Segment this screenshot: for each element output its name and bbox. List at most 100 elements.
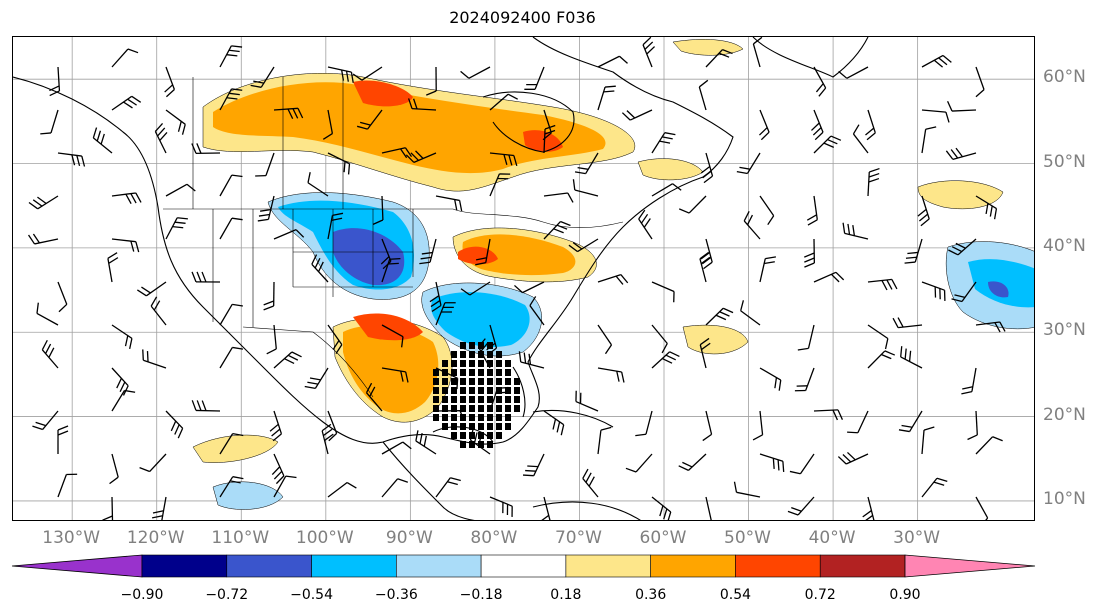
wind-barbs <box>27 37 1006 520</box>
wind-barb <box>165 217 188 240</box>
tropical-barb-mark <box>505 378 511 385</box>
wind-barb <box>867 350 896 369</box>
tropical-barb-mark <box>469 351 475 358</box>
wind-barb <box>219 45 243 68</box>
wind-barb <box>273 229 305 240</box>
wind-barb <box>678 453 707 471</box>
wind-barb <box>865 109 876 141</box>
wind-barb <box>921 281 946 301</box>
tropical-barb-mark <box>496 369 502 376</box>
wind-barb <box>327 212 344 240</box>
wind-barb <box>852 124 869 154</box>
longitude-label: 120°W <box>126 528 185 548</box>
wind-barb <box>415 430 437 455</box>
colorbar-segment <box>396 554 482 578</box>
tropical-barb-mark <box>469 414 475 421</box>
wind-barb <box>111 367 129 396</box>
wind-barb <box>327 152 351 175</box>
wind-barb <box>572 179 599 197</box>
wind-barb <box>111 192 142 204</box>
wind-barb <box>136 281 167 297</box>
wind-barb <box>867 278 898 291</box>
longitude-label: 40°W <box>808 528 856 548</box>
wind-barb <box>57 152 86 167</box>
wind-barb <box>269 410 283 442</box>
wind-barb <box>419 238 437 265</box>
wind-barb <box>111 238 140 253</box>
wind-barb <box>921 126 937 154</box>
tropical-barb-mark <box>442 387 448 394</box>
shade-pacific-yellow <box>192 434 279 463</box>
colorbar-segment <box>650 554 736 578</box>
wind-barb <box>219 303 243 326</box>
wind-barb <box>165 109 186 135</box>
wind-barb <box>967 410 978 441</box>
border-provinces <box>192 77 344 209</box>
wind-barb <box>381 441 412 455</box>
shade-pacific-blue <box>212 481 284 510</box>
wind-barb <box>356 109 383 130</box>
wind-barb <box>40 109 59 135</box>
border-state-lines <box>212 209 414 327</box>
wind-barb <box>867 167 880 197</box>
map-panel[interactable] <box>12 36 1035 521</box>
tropical-barb-mark <box>478 423 484 430</box>
tropical-barb-mark <box>487 360 493 367</box>
wind-barb <box>435 195 463 212</box>
tropical-barb-mark <box>478 432 484 439</box>
wind-barb <box>568 238 599 253</box>
tropical-barb-mark <box>433 387 439 394</box>
colorbar-segment <box>819 554 906 578</box>
wind-barb <box>273 475 297 498</box>
wind-barb <box>678 195 707 214</box>
shade-hudson-red <box>523 130 563 152</box>
wind-barb <box>57 281 68 313</box>
longitude-label: 80°W <box>470 528 518 548</box>
tropical-barb-mark <box>496 378 502 385</box>
wind-barb <box>705 307 734 326</box>
colorbar-segment <box>565 554 651 578</box>
wind-barb <box>642 37 656 68</box>
wind-barb <box>806 195 818 226</box>
wind-barb <box>327 481 357 498</box>
tropical-barb-mark <box>487 387 493 394</box>
wind-barb <box>651 324 668 354</box>
tropical-barb-mark <box>505 405 511 412</box>
wind-barb <box>543 410 565 436</box>
tropical-barb-mark <box>505 360 511 367</box>
wind-barb <box>543 192 574 203</box>
colorbar-extend-max <box>904 554 1036 578</box>
wind-barb <box>543 124 556 154</box>
wind-barb <box>109 453 119 485</box>
wind-barb <box>36 302 59 326</box>
tropical-barb-mark <box>469 369 475 376</box>
longitude-label: 110°W <box>211 528 270 548</box>
wind-barb <box>921 109 950 123</box>
wind-barb <box>151 496 167 520</box>
shade-texas-red <box>353 313 423 341</box>
tropical-barb-mark <box>451 351 457 358</box>
wind-barb <box>759 367 782 391</box>
wind-barb <box>273 107 304 119</box>
wind-barb <box>255 152 275 177</box>
tropical-barb-mark <box>487 423 493 430</box>
wind-barb <box>381 324 404 348</box>
wind-barb <box>307 172 329 197</box>
wind-barb <box>575 390 599 412</box>
tropical-barb-mark <box>478 396 484 403</box>
colorbar <box>11 554 1036 578</box>
tropical-barb-mark <box>469 342 475 349</box>
wind-barb <box>522 453 545 477</box>
wind-barb <box>111 95 142 111</box>
wind-barb <box>219 346 244 369</box>
tropical-barb-mark <box>451 378 457 385</box>
tropical-barb-mark <box>460 360 466 367</box>
tropical-barb-mark <box>469 405 475 412</box>
tropical-barb-mark <box>505 423 511 430</box>
wind-barb <box>811 109 824 141</box>
tropical-barb-mark <box>514 396 520 403</box>
tropical-barb-mark <box>496 423 502 430</box>
tropical-barb-mark <box>451 387 457 394</box>
wind-barb <box>945 147 977 161</box>
wind-barb <box>41 339 59 369</box>
